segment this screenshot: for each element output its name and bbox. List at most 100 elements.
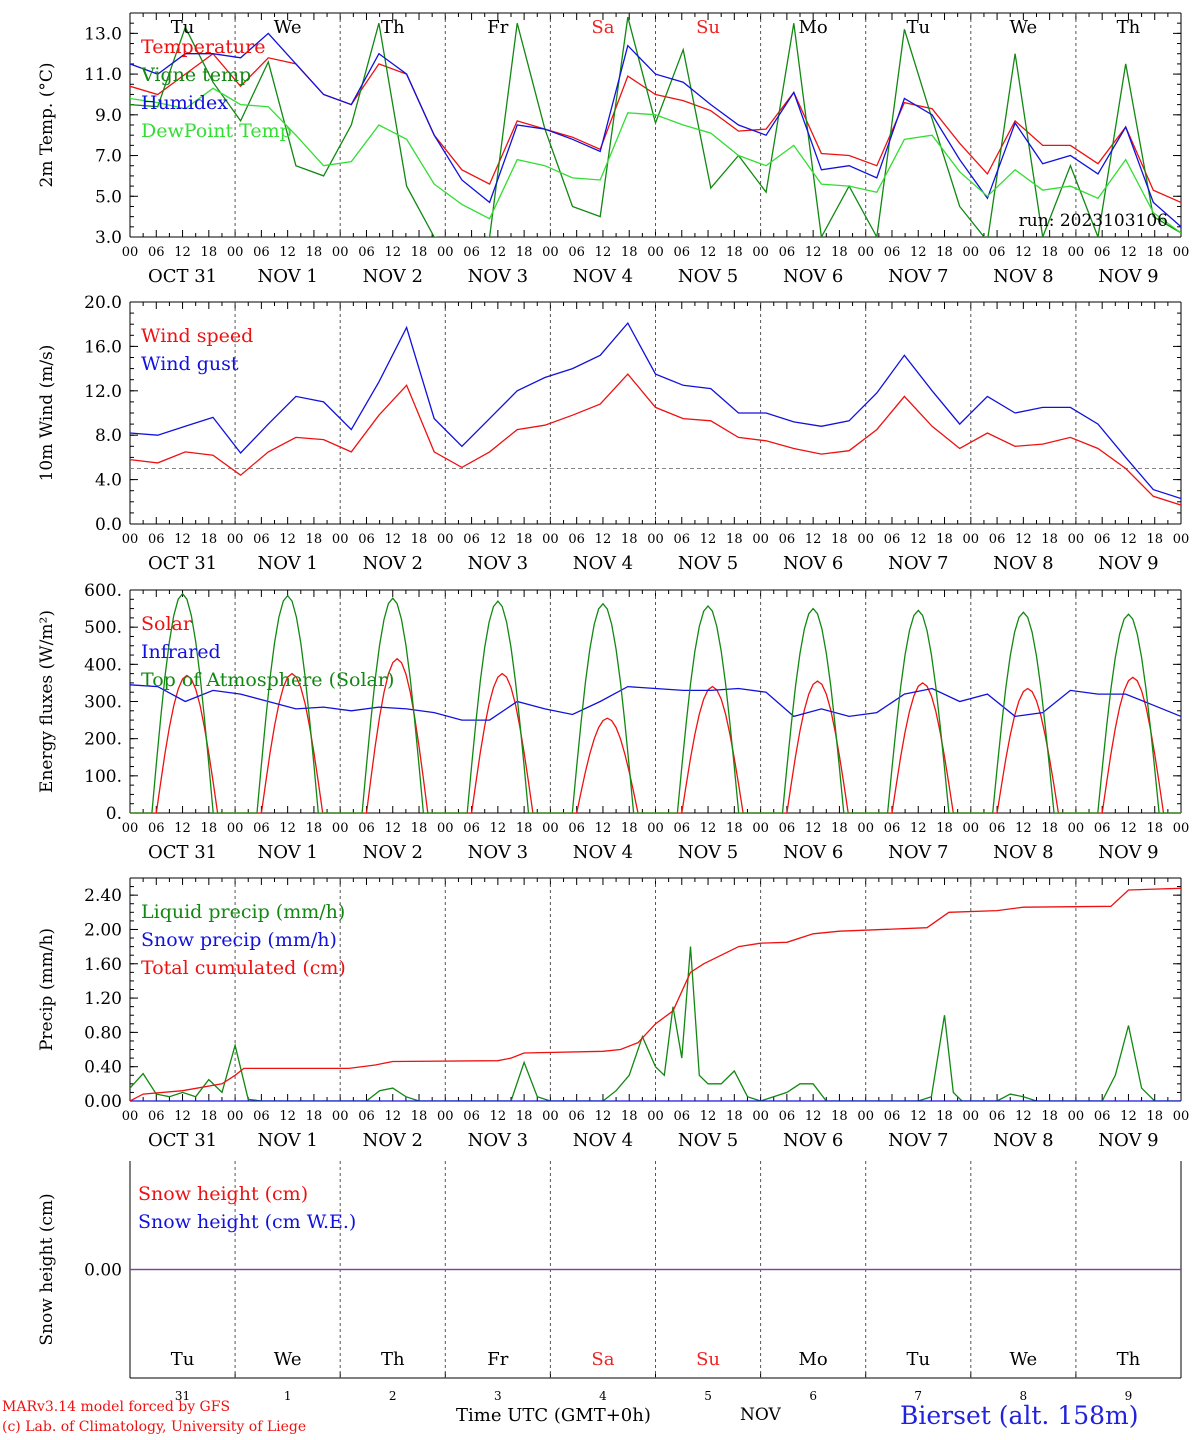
hour-tick-label: 18 <box>411 1109 428 1124</box>
hour-tick-label: 06 <box>463 1109 480 1124</box>
y-tick-label: 12.0 <box>84 382 122 402</box>
panel-energy: 00 06 12 18 00 06 12 18 00 06 12 18 00 06 12 18 00 06 12 18… <box>37 581 1189 863</box>
legend-temperature: Temperature <box>141 36 265 58</box>
date-label: NOV 2 <box>363 553 423 574</box>
legend-vigne-temp: Vigne temp <box>140 64 251 86</box>
hour-tick-label: 06 <box>463 532 480 547</box>
weekday-label: Su <box>696 1349 720 1370</box>
day-number-label: 9 <box>1125 1389 1133 1403</box>
hour-tick-label: 06 <box>884 532 901 547</box>
hour-tick-label: 06 <box>253 532 270 547</box>
hour-tick-label: 18 <box>306 532 323 547</box>
hour-tick-label: 00 <box>752 245 769 260</box>
hour-tick-label: 12 <box>805 532 822 547</box>
hour-tick-label: 18 <box>621 1109 638 1124</box>
hour-tick-label: 00 <box>1068 821 1085 836</box>
y-tick-label: 9.0 <box>95 106 122 126</box>
weekday-label: Tu <box>171 17 195 38</box>
date-label: NOV 3 <box>468 553 528 574</box>
hour-tick-label: 18 <box>1146 245 1163 260</box>
hour-tick-label: 12 <box>1015 532 1032 547</box>
hour-tick-label: 12 <box>1015 821 1032 836</box>
hour-tick-label: 00 <box>1173 532 1190 547</box>
weekday-label: Mo <box>799 1349 828 1370</box>
hour-tick-label: 18 <box>201 245 218 260</box>
y-axis-title: Energy fluxes (W/m²) <box>37 610 57 793</box>
date-label: NOV 2 <box>363 842 423 863</box>
date-label: NOV 6 <box>783 266 843 287</box>
hour-tick-label: 00 <box>857 1109 874 1124</box>
hour-tick-label: 18 <box>411 821 428 836</box>
y-tick-label: 7.0 <box>95 147 122 167</box>
hour-tick-label: 00 <box>332 532 349 547</box>
hour-tick-label: 00 <box>1068 1109 1085 1124</box>
hour-tick-label: 00 <box>122 245 139 260</box>
y-axis-title: Snow height (cm) <box>37 1193 57 1345</box>
hour-tick-label: 06 <box>358 821 375 836</box>
hour-tick-label: 12 <box>700 821 717 836</box>
hour-tick-label: 12 <box>279 1109 296 1124</box>
hour-tick-label: 12 <box>1120 245 1137 260</box>
hour-tick-label: 12 <box>490 245 507 260</box>
date-label: NOV 4 <box>573 553 633 574</box>
hour-tick-label: 06 <box>463 821 480 836</box>
date-label: NOV 8 <box>993 1130 1053 1151</box>
hour-tick-label: 12 <box>700 532 717 547</box>
date-label: OCT 31 <box>148 1130 217 1151</box>
hour-tick-label: 18 <box>516 245 533 260</box>
legend-total-cumulated-cm-: Total cumulated (cm) <box>141 957 346 979</box>
weekday-label: Sa <box>591 1349 614 1370</box>
date-label: NOV 7 <box>888 266 948 287</box>
date-label: NOV 5 <box>678 842 738 863</box>
hour-tick-label: 06 <box>253 1109 270 1124</box>
hour-tick-label: 18 <box>411 245 428 260</box>
hour-tick-label: 06 <box>989 1109 1006 1124</box>
hour-tick-label: 00 <box>647 532 664 547</box>
legend-dewpoint-temp: DewPoint Temp <box>141 120 292 142</box>
hour-tick-label: 18 <box>831 1109 848 1124</box>
hour-tick-label: 00 <box>752 821 769 836</box>
y-tick-label: 3.0 <box>95 228 122 248</box>
hour-tick-label: 12 <box>490 532 507 547</box>
y-tick-label: 5.0 <box>95 187 122 207</box>
hour-tick-label: 18 <box>831 821 848 836</box>
hour-tick-label: 12 <box>805 1109 822 1124</box>
hour-tick-label: 06 <box>779 821 796 836</box>
day-number-label: 8 <box>1020 1389 1028 1403</box>
y-tick-label: 400. <box>84 655 122 675</box>
day-number-label: 1 <box>284 1389 292 1403</box>
hour-tick-label: 06 <box>568 1109 585 1124</box>
hour-tick-label: 12 <box>174 821 191 836</box>
date-label: NOV 7 <box>888 1130 948 1151</box>
hour-tick-label: 12 <box>490 1109 507 1124</box>
date-label: NOV 1 <box>257 1130 317 1151</box>
series-line <box>130 887 1181 1101</box>
hour-tick-label: 12 <box>910 532 927 547</box>
day-number-label: 31 <box>175 1389 190 1403</box>
weekday-label: Th <box>1117 1349 1141 1370</box>
hour-tick-label: 00 <box>437 532 454 547</box>
y-axis-title: 10m Wind (m/s) <box>37 345 57 482</box>
date-label: NOV 8 <box>993 842 1053 863</box>
hour-tick-label: 18 <box>726 1109 743 1124</box>
y-tick-label: 300. <box>84 693 122 713</box>
hour-tick-label: 18 <box>1146 821 1163 836</box>
hour-tick-label: 12 <box>384 245 401 260</box>
date-label: OCT 31 <box>148 266 217 287</box>
hour-tick-label: 12 <box>595 245 612 260</box>
y-tick-label: 0.00 <box>84 1261 122 1281</box>
hour-tick-label: 18 <box>726 245 743 260</box>
series-line <box>130 87 1181 234</box>
hour-tick-label: 12 <box>174 245 191 260</box>
hour-tick-label: 12 <box>384 821 401 836</box>
hour-tick-label: 12 <box>1120 532 1137 547</box>
date-label: NOV 4 <box>573 842 633 863</box>
date-label: NOV 1 <box>257 842 317 863</box>
hour-tick-label: 12 <box>910 1109 927 1124</box>
date-label: NOV 5 <box>678 553 738 574</box>
y-tick-label: 0. <box>106 804 122 824</box>
series-line <box>130 684 1181 721</box>
weekday-label: We <box>274 17 302 38</box>
hour-tick-label: 06 <box>674 532 691 547</box>
y-tick-label: 0.00 <box>84 1092 122 1112</box>
